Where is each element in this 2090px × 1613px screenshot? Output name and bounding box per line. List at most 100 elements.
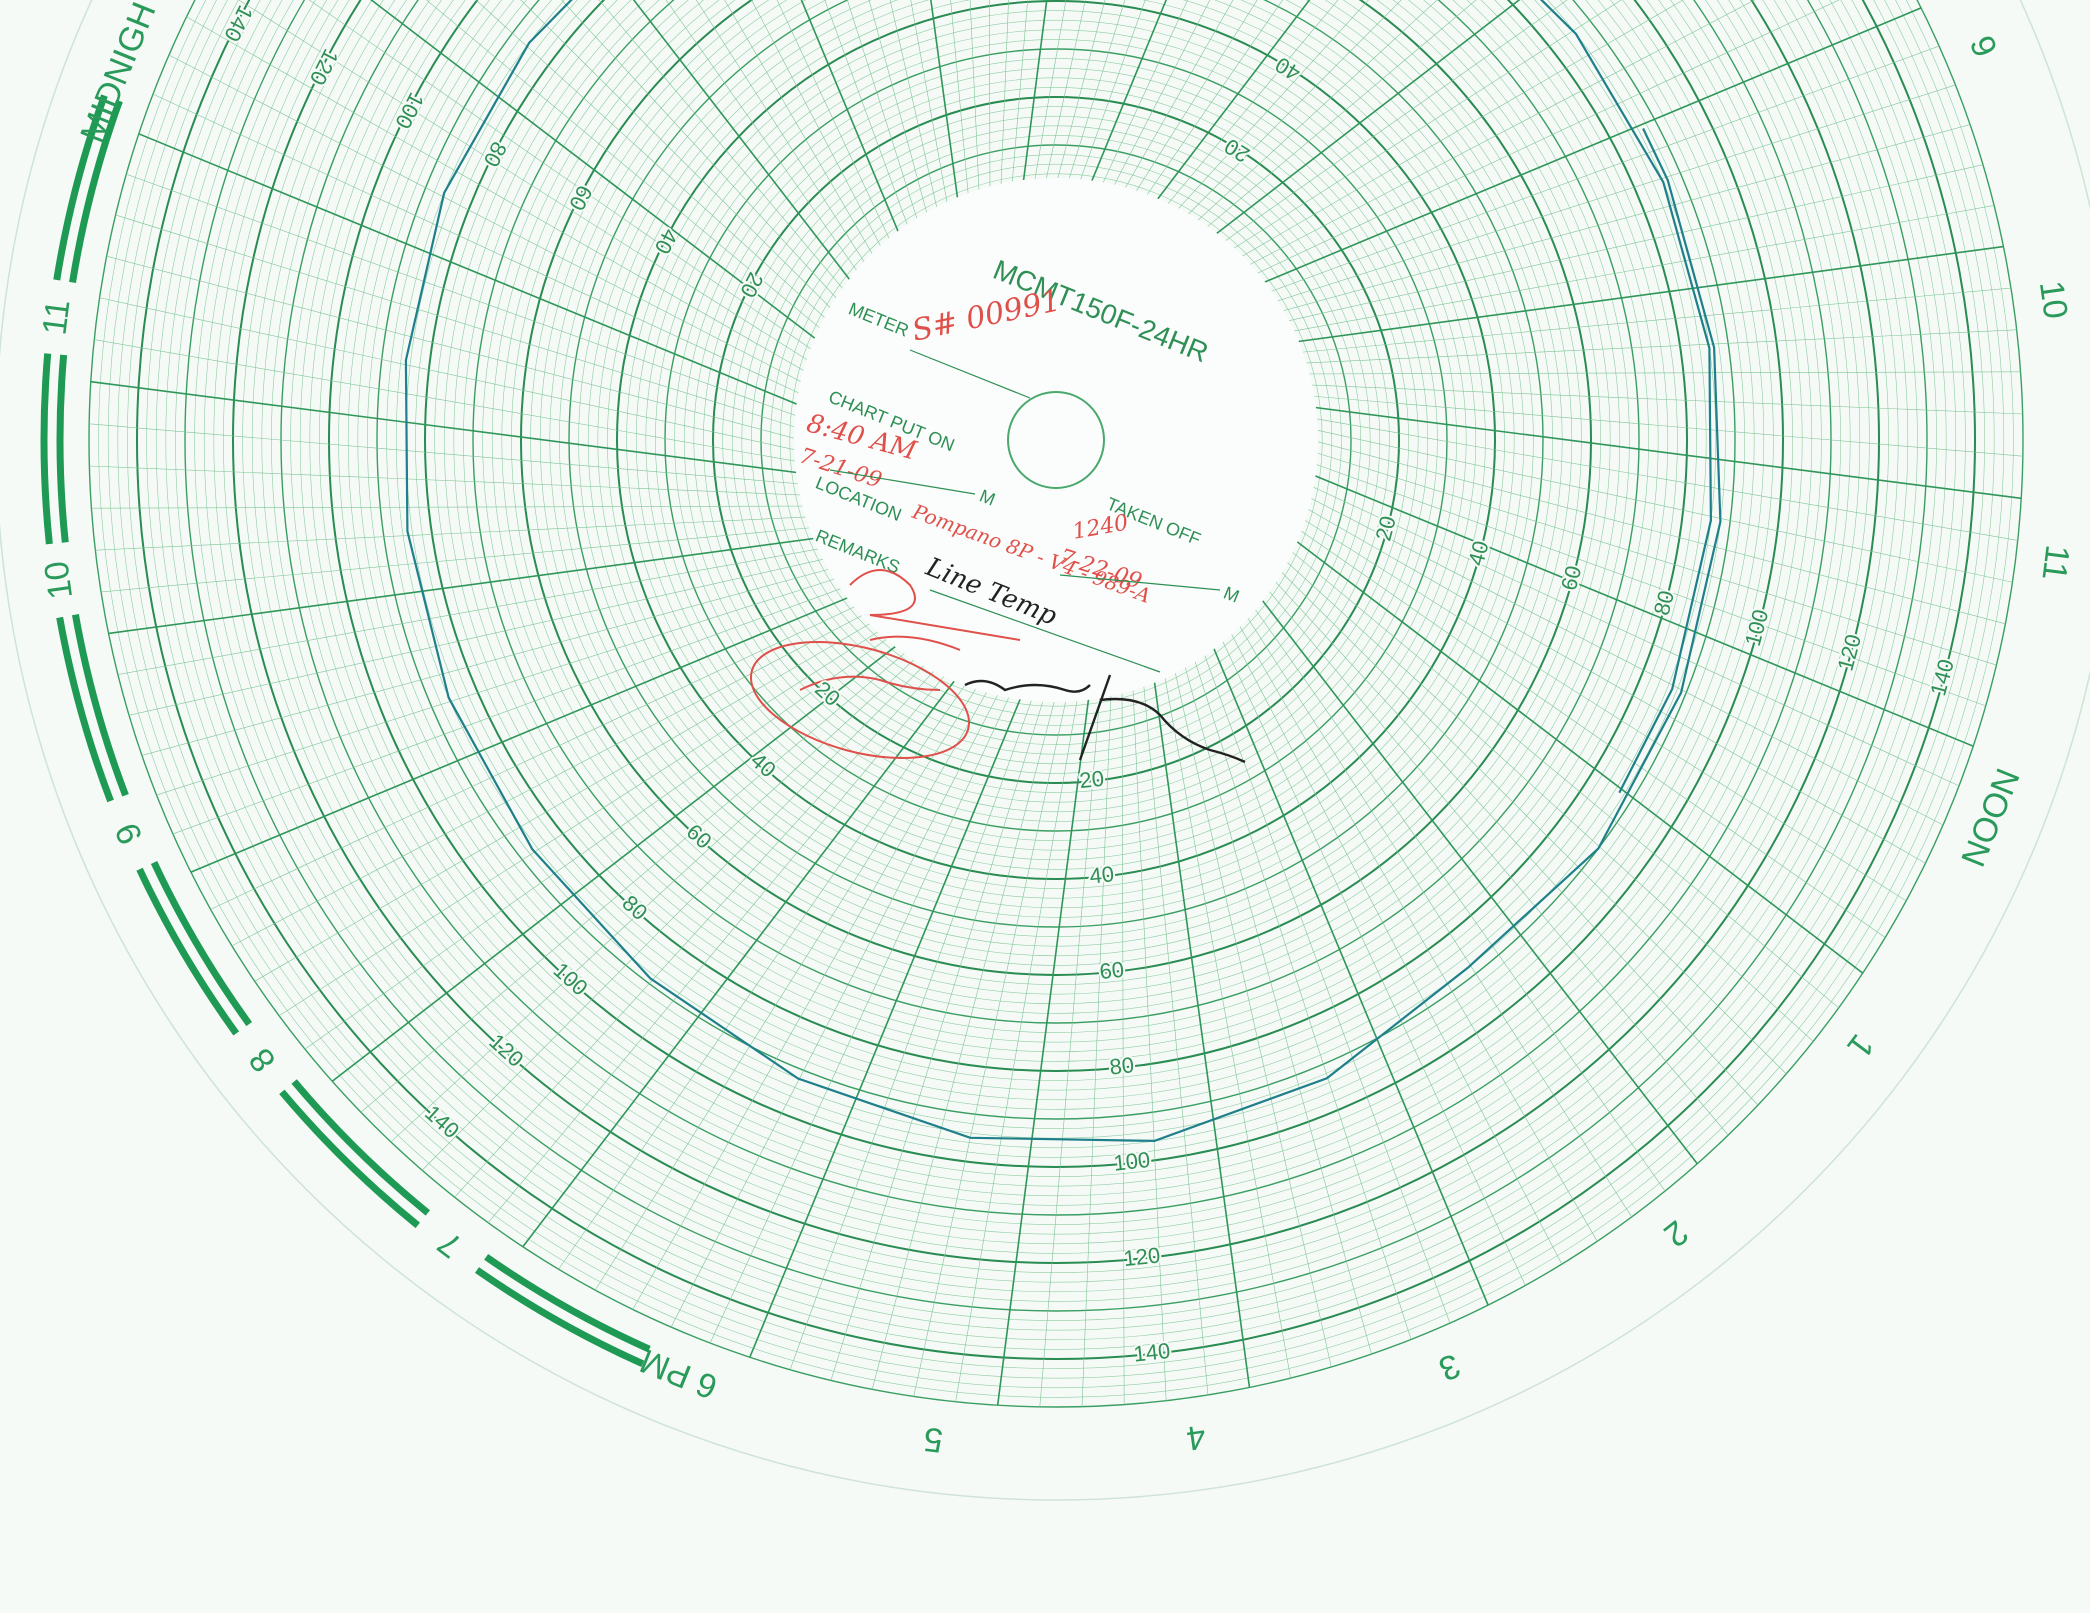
hour-bar — [71, 614, 129, 797]
time-line — [1039, 682, 1102, 1407]
time-line — [1278, 205, 1995, 334]
time-line — [1270, 561, 1787, 1075]
ring-line — [492, 0, 1620, 1004]
time-line — [1296, 384, 2023, 415]
time-line — [421, 654, 935, 1171]
hour-bar — [150, 861, 253, 1027]
center-hole — [1007, 391, 1105, 489]
time-line — [1259, 579, 1729, 1136]
time-line — [172, 583, 856, 835]
time-line — [1280, 542, 1839, 1009]
time-line — [370, 0, 828, 349]
time-line — [1246, 596, 1666, 1192]
ring-line — [578, 0, 1534, 918]
time-line — [210, 600, 869, 910]
time-line — [1283, 245, 2004, 345]
time-line — [1300, 469, 1974, 747]
time-line — [1042, 0, 1086, 194]
time-line — [141, 565, 844, 756]
time-line — [1032, 0, 1067, 195]
time-line — [126, 173, 810, 421]
time-line — [1224, 620, 1563, 1265]
time-line — [665, 0, 866, 284]
ring-line — [415, 0, 1697, 1081]
ring-tick-line — [232, 0, 1880, 1264]
taken-off-suffix: M — [1221, 583, 1242, 607]
ring-line — [655, 39, 1457, 841]
time-line — [1263, 84, 1956, 306]
time-line — [106, 255, 810, 443]
ring-line — [703, 87, 1409, 793]
time-line — [95, 516, 822, 551]
time-line — [724, 0, 881, 268]
ring-tick-line — [136, 0, 1976, 1360]
scale-label: 20 — [1078, 766, 1105, 793]
ring-line — [223, 0, 1889, 1273]
ring-line — [194, 0, 1918, 1302]
ring-line — [261, 0, 1851, 1235]
ring-line — [568, 0, 1544, 928]
time-line — [950, 0, 970, 209]
time-line — [1265, 570, 1759, 1106]
ring-line — [127, 0, 1985, 1369]
time-line — [1292, 511, 1907, 902]
time-line — [475, 0, 837, 329]
time-line — [1064, 0, 1126, 194]
ring-line — [482, 0, 1630, 1014]
time-line — [1195, 0, 1477, 237]
time-line — [1268, 124, 1971, 315]
time-line — [331, 636, 908, 1082]
time-line — [254, 615, 884, 982]
time-line — [304, 630, 900, 1050]
ring-line — [271, 0, 1841, 1225]
time-line — [1053, 0, 1106, 194]
time-line — [1228, 0, 1684, 265]
time-line — [1284, 531, 1864, 974]
ring-line — [722, 106, 1390, 774]
time-line — [1181, 652, 1372, 1355]
time-line — [1075, 0, 1146, 194]
hour-bar — [56, 616, 114, 803]
ring-line — [645, 29, 1467, 851]
time-line — [1290, 329, 2017, 364]
ring-line — [165, 0, 1947, 1331]
time-line — [1212, 0, 1568, 250]
time-line — [99, 297, 810, 454]
ring-line — [463, 0, 1649, 1033]
time-line — [913, 686, 1070, 1397]
time-line — [1243, 0, 1840, 280]
hour-label: 5 — [922, 1419, 945, 1459]
time-line — [1216, 627, 1526, 1286]
scale-label: 100 — [1112, 1147, 1151, 1176]
time-line — [1256, 45, 1940, 297]
time-line — [1127, 0, 1258, 204]
underline — [1059, 574, 1221, 591]
put-on-suffix: M — [977, 486, 998, 510]
hour-label: 10 — [2032, 278, 2075, 321]
ring-tick-line — [520, 0, 1592, 976]
time-line — [1287, 287, 2012, 354]
time-line — [1000, 0, 1009, 200]
time-line — [487, 664, 954, 1223]
scale-label: 140 — [1132, 1338, 1171, 1367]
ring-line — [453, 0, 1659, 1043]
stamp — [749, 641, 971, 759]
time-line — [800, 0, 905, 246]
time-line — [824, 0, 913, 240]
time-line — [1186, 0, 1438, 231]
time-line — [138, 133, 812, 411]
time-line — [1121, 678, 1125, 1405]
time-line — [238, 0, 820, 369]
time-line — [1147, 0, 1311, 212]
time-line — [989, 0, 991, 202]
time-line — [360, 643, 917, 1113]
time-line — [1301, 416, 2018, 541]
hour-bar — [56, 354, 69, 543]
hour-label: 10 — [37, 559, 80, 602]
time-line — [1221, 0, 1622, 257]
outer-rim — [0, 0, 2090, 1501]
ring-line — [338, 0, 1774, 1158]
ring-line — [184, 0, 1928, 1312]
time-line — [1299, 480, 1960, 787]
scale-label: 40 — [1088, 861, 1115, 888]
